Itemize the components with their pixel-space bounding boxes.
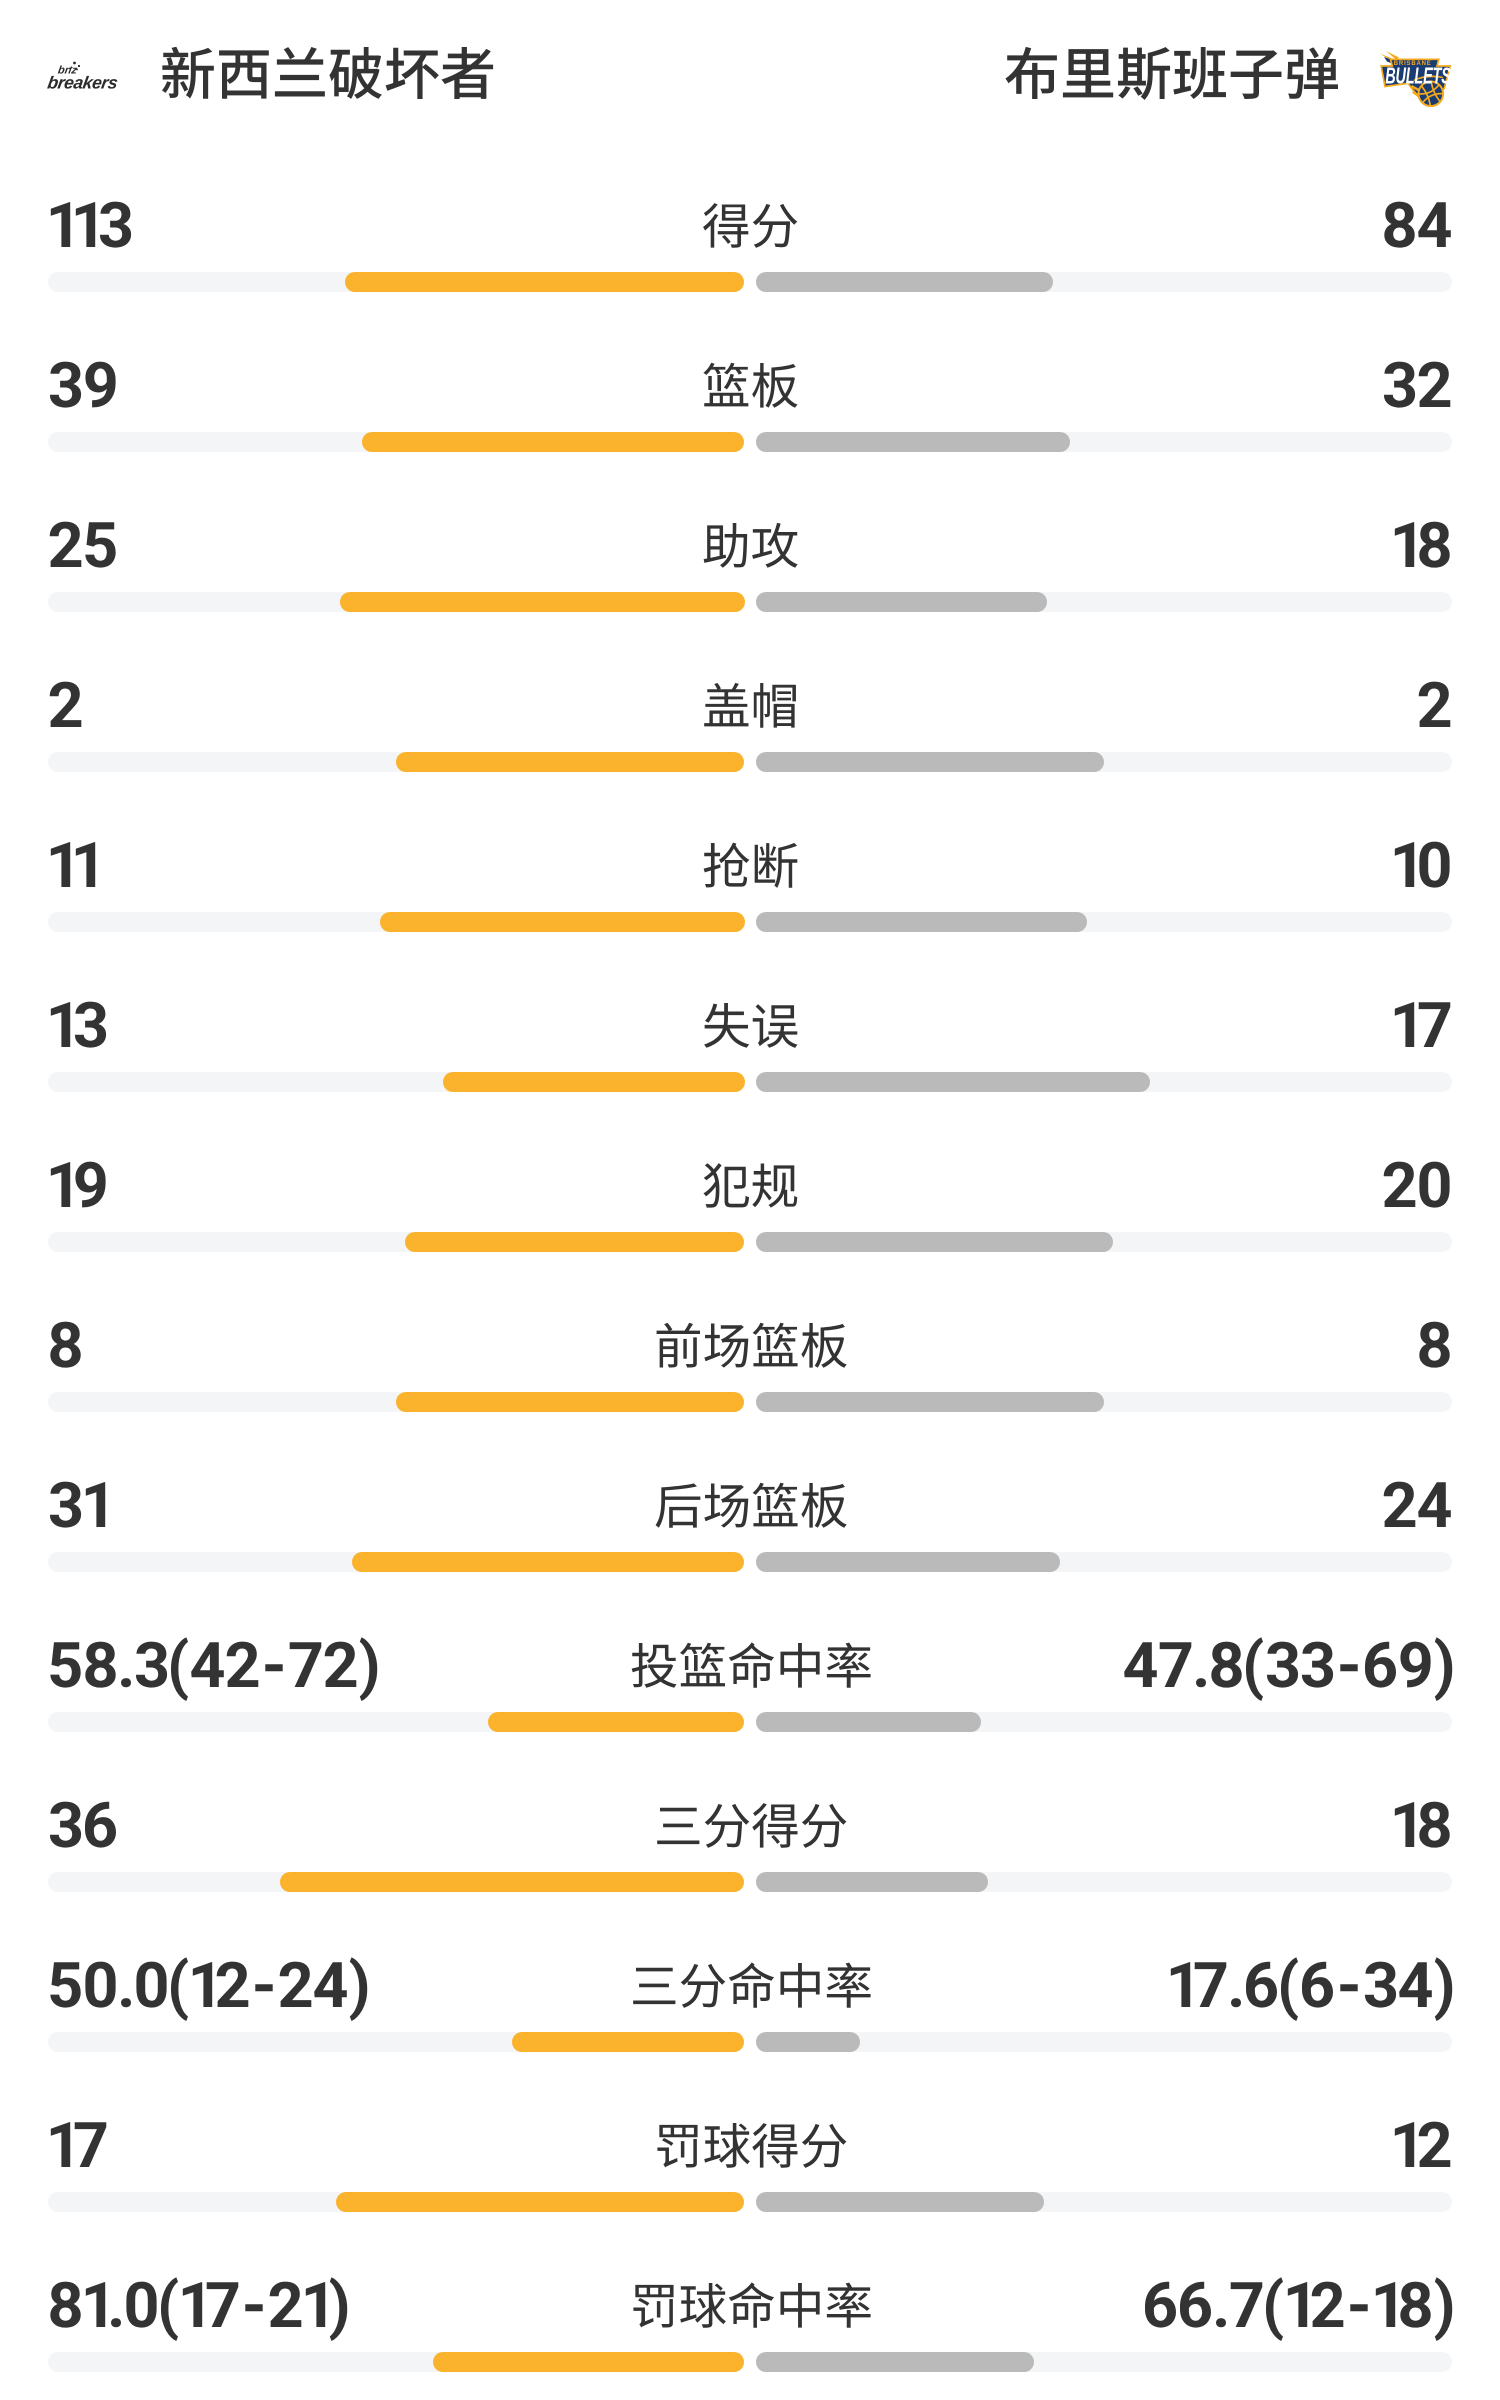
svg-text:bnz: bnz (57, 65, 78, 77)
svg-text:BULLETS: BULLETS (1385, 64, 1451, 89)
svg-text:BRISBANE: BRISBANE (1394, 61, 1432, 67)
svg-text:breakers: breakers (46, 73, 119, 93)
